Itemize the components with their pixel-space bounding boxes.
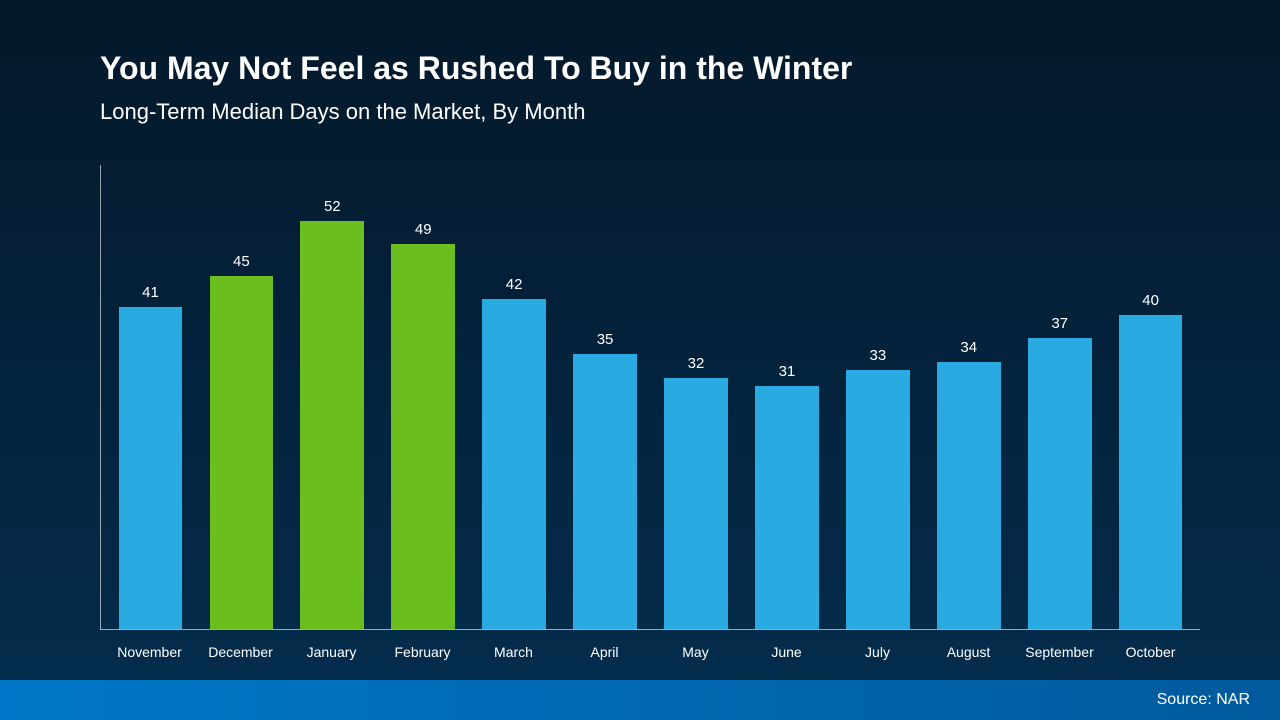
bar (1119, 315, 1183, 629)
xaxis-label: August (923, 630, 1014, 660)
xaxis-label: September (1014, 630, 1105, 660)
bar-chart: 41 45 52 49 42 35 32 31 33 34 37 40 NovemberDecembe… (100, 165, 1200, 660)
xaxis-labels: NovemberDecemberJanuaryFebruaryMarchApri… (100, 630, 1200, 660)
xaxis-label: April (559, 630, 650, 660)
bar (119, 307, 183, 629)
bar (482, 299, 546, 629)
bar (846, 370, 910, 629)
bar-value-label: 34 (960, 339, 977, 356)
bar-column: 37 (1014, 165, 1105, 629)
xaxis-label: November (104, 630, 195, 660)
xaxis-label: June (741, 630, 832, 660)
bar-value-label: 41 (142, 284, 159, 301)
bar-column: 52 (287, 165, 378, 629)
bar (1028, 338, 1092, 629)
bar-value-label: 33 (869, 347, 886, 364)
bar-column: 31 (741, 165, 832, 629)
bar (391, 244, 455, 629)
bar-column: 32 (651, 165, 742, 629)
footer-bar: Source: NAR (0, 680, 1280, 720)
bar-value-label: 42 (506, 276, 523, 293)
bar-value-label: 37 (1051, 315, 1068, 332)
bar-value-label: 35 (597, 331, 614, 348)
bar (755, 386, 819, 629)
bar-value-label: 52 (324, 198, 341, 215)
bar-column: 41 (105, 165, 196, 629)
xaxis-label: January (286, 630, 377, 660)
bar-column: 45 (196, 165, 287, 629)
xaxis-label: February (377, 630, 468, 660)
xaxis-label: October (1105, 630, 1196, 660)
chart-area: You May Not Feel as Rushed To Buy in the… (0, 0, 1280, 680)
page-root: You May Not Feel as Rushed To Buy in the… (0, 0, 1280, 720)
bar-column: 49 (378, 165, 469, 629)
bar-value-label: 45 (233, 253, 250, 270)
bar-value-label: 40 (1142, 292, 1159, 309)
bar-column: 33 (832, 165, 923, 629)
bar-value-label: 32 (688, 355, 705, 372)
bar-value-label: 49 (415, 221, 432, 238)
xaxis-label: December (195, 630, 286, 660)
bar (937, 362, 1001, 629)
xaxis-label: July (832, 630, 923, 660)
xaxis-label: May (650, 630, 741, 660)
chart-subtitle: Long-Term Median Days on the Market, By … (100, 99, 1200, 125)
bar-value-label: 31 (779, 363, 796, 380)
xaxis-label: March (468, 630, 559, 660)
bar-column: 35 (560, 165, 651, 629)
bar (210, 276, 274, 629)
chart-title: You May Not Feel as Rushed To Buy in the… (100, 50, 1200, 87)
bar (300, 221, 364, 629)
bar-column: 42 (469, 165, 560, 629)
bars-container: 41 45 52 49 42 35 32 31 33 34 37 40 (100, 165, 1200, 630)
bar (664, 378, 728, 629)
bar (573, 354, 637, 629)
source-text: Source: NAR (1157, 691, 1250, 709)
bar-column: 34 (923, 165, 1014, 629)
bar-column: 40 (1105, 165, 1196, 629)
